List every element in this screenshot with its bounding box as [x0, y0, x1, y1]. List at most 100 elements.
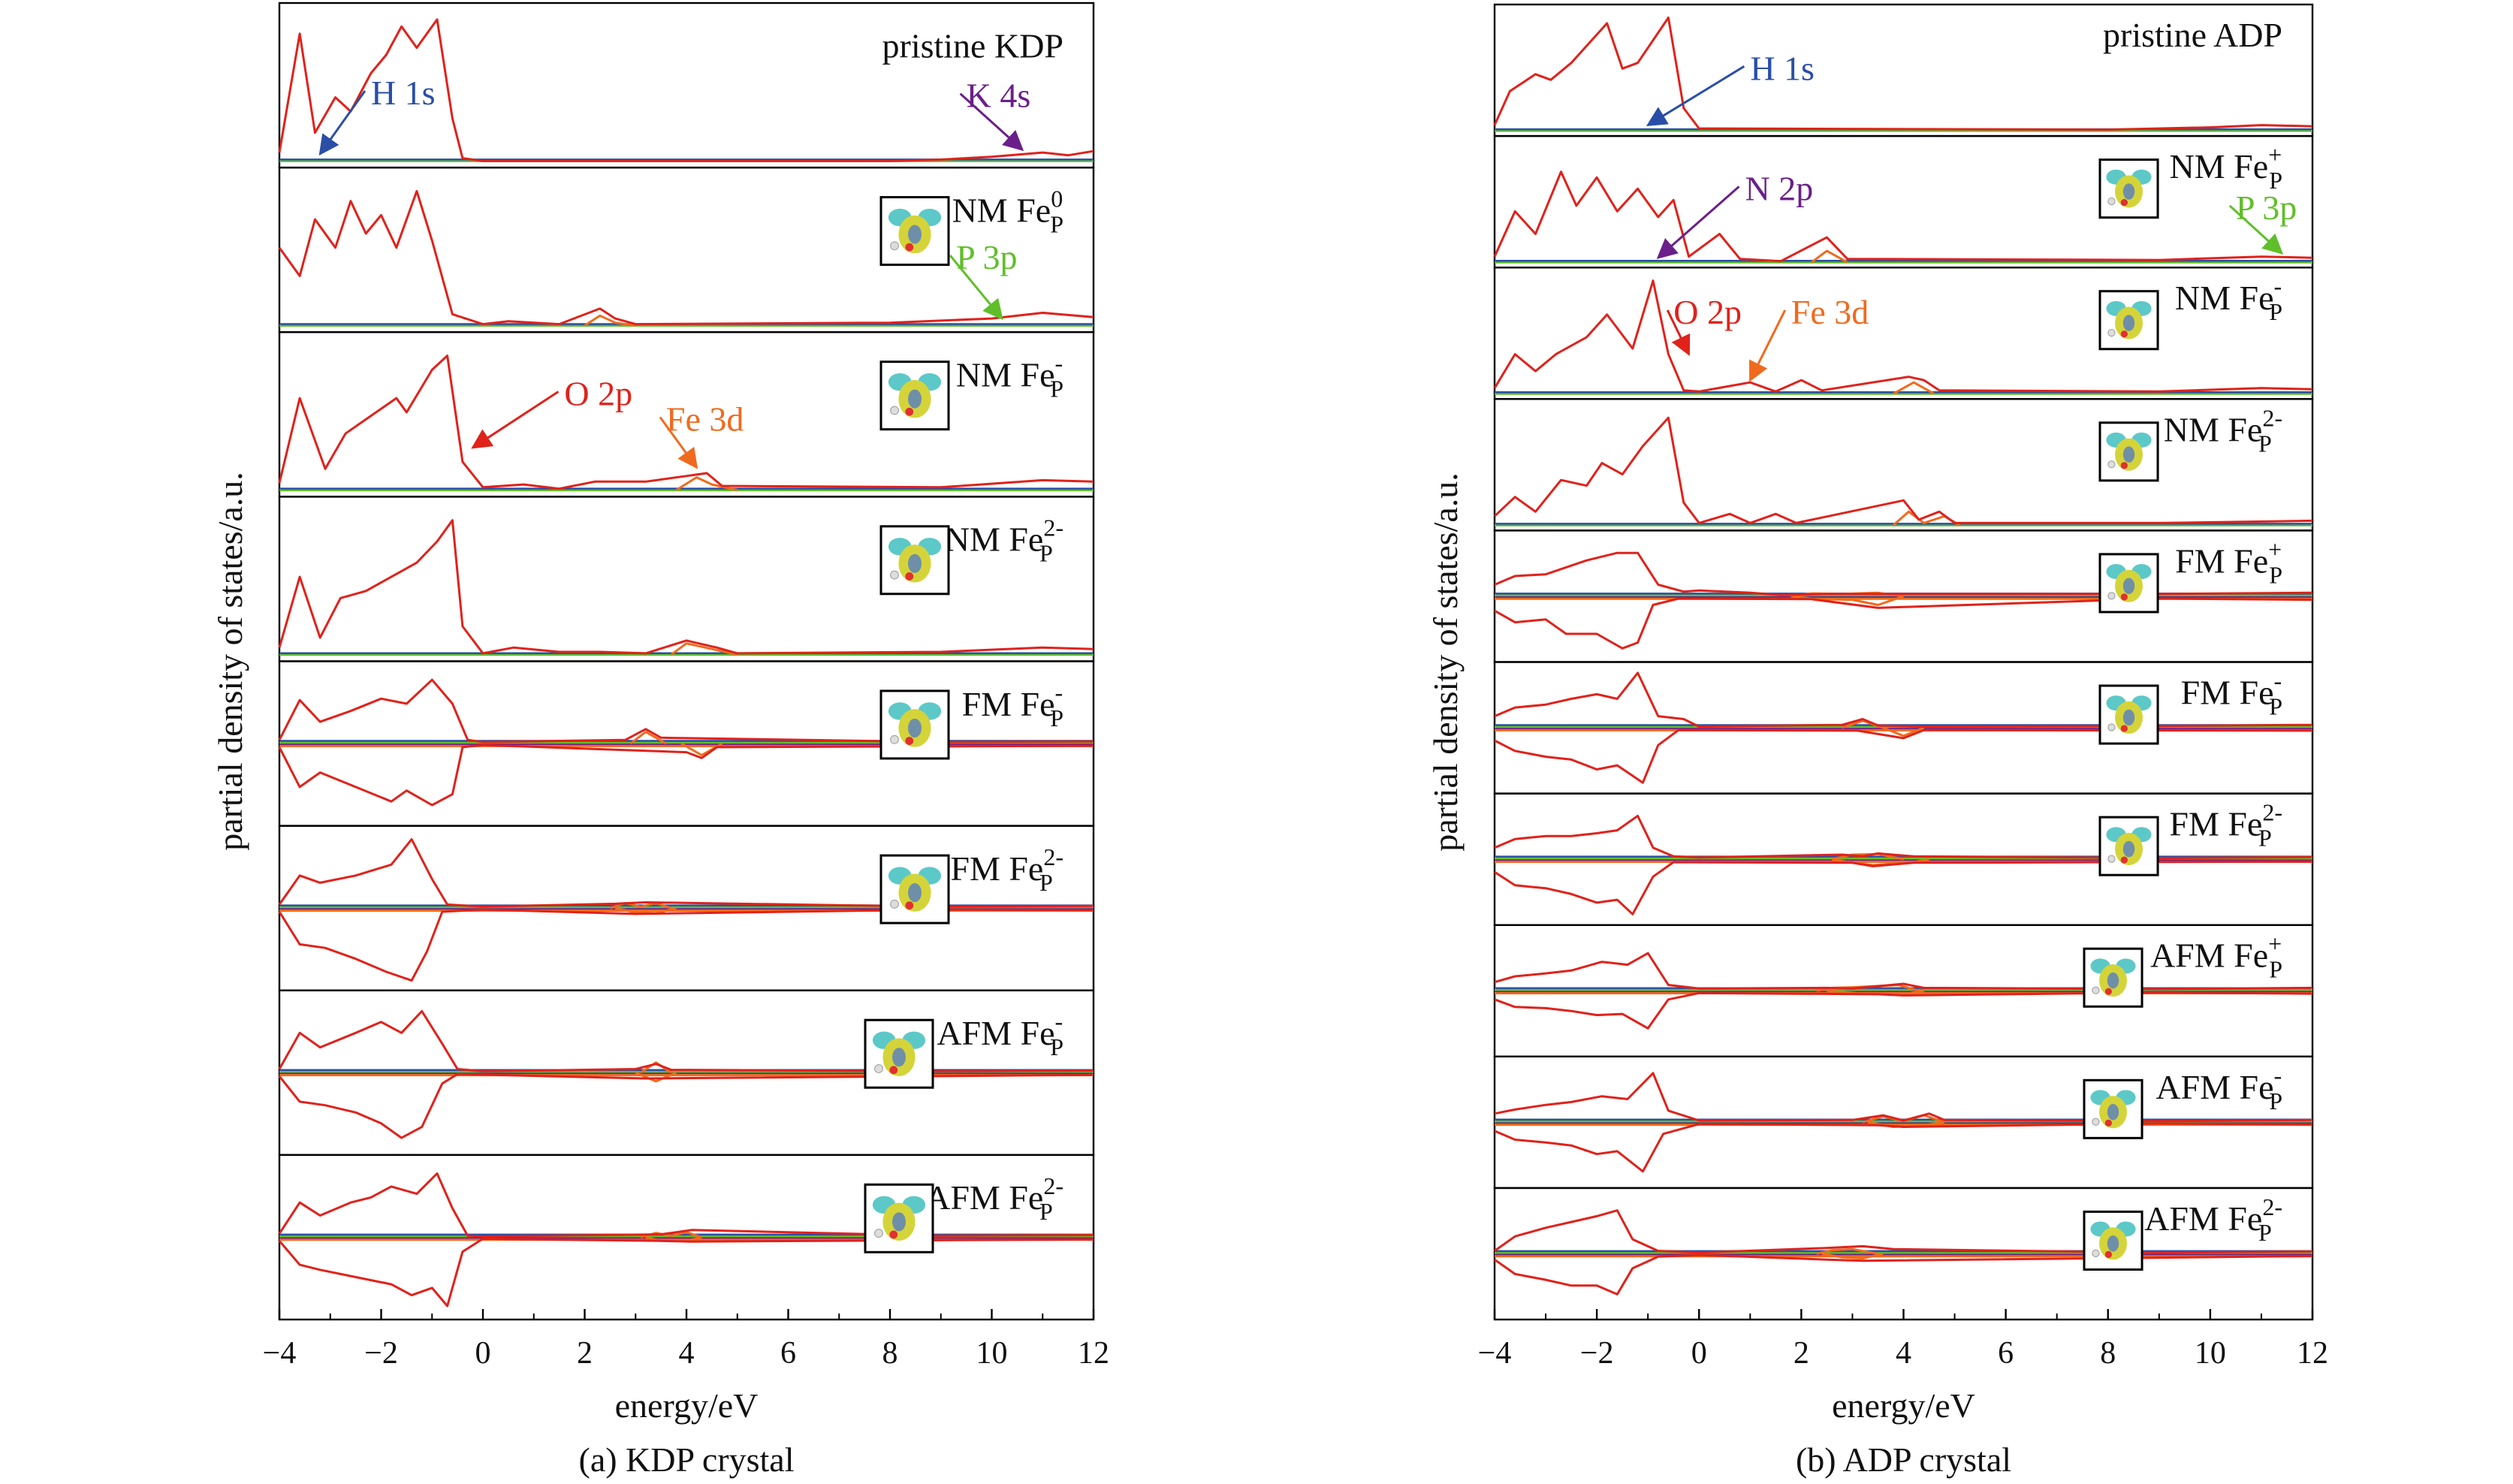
- panel: FM Fe+ P: [1493, 529, 2314, 663]
- panel-label: NM Fe2-P: [945, 514, 1063, 567]
- inset-atom: [2104, 1250, 2112, 1259]
- o2p-spin-up-line: [1494, 952, 2313, 991]
- annotation-arrow: [2228, 204, 2284, 255]
- label-main: pristine ADP: [2103, 16, 2282, 54]
- x-tick-label: 0: [1691, 1336, 1707, 1371]
- inset-atom: [874, 1229, 883, 1238]
- fe3d-spin-up-line: [1811, 249, 1848, 264]
- fe3d-spin-up-line: [640, 1061, 672, 1074]
- panel-label: NM Fe2-P: [2164, 404, 2282, 457]
- inset-atom: [2107, 329, 2116, 337]
- x-tick-label: 6: [1998, 1336, 2014, 1371]
- label-main: AFM Fe: [2150, 937, 2268, 975]
- panel: AFM Fe2-P: [1493, 1187, 2314, 1321]
- label-superscript: 2-: [2262, 1193, 2282, 1220]
- inset-atom: [905, 737, 914, 745]
- inset-center: [2122, 446, 2135, 463]
- label-superscript: 2-: [1043, 514, 1063, 541]
- inset-center: [892, 1212, 906, 1232]
- panel-label: pristine ADP: [2103, 16, 2282, 54]
- isosurface-inset: [2083, 1078, 2143, 1139]
- annotation-label: O 2p: [1673, 293, 1742, 331]
- x-tick-label: 2: [577, 1336, 593, 1371]
- inset-atom: [874, 1064, 883, 1073]
- label-subscript: P: [2258, 1219, 2272, 1246]
- panel: AFM Fe+ P: [1493, 924, 2314, 1057]
- o2p-spin-up-line: [1494, 551, 2313, 596]
- inset-center: [2107, 1103, 2119, 1121]
- panel-label: FM Fe2-P: [2169, 799, 2282, 852]
- inset-atom: [2120, 330, 2128, 338]
- inset-atom: [890, 241, 899, 251]
- panel: AFM Fe-P: [278, 989, 1095, 1157]
- panel: FM Fe-P: [1493, 661, 2314, 795]
- annotation-label: P 3p: [956, 238, 1017, 276]
- panel: FM Fe2-P: [1493, 792, 2314, 926]
- label-superscript: -: [2274, 1062, 2282, 1089]
- label-superscript: -: [2274, 668, 2282, 695]
- inset-atom: [2107, 855, 2116, 863]
- panel: AFM Fe-P: [1493, 1055, 2314, 1190]
- label-main: pristine KDP: [882, 26, 1064, 65]
- annotation-arrow: [1646, 65, 1745, 126]
- o2p-spin-down-line: [278, 908, 1094, 982]
- panel-label: pristine KDP: [882, 26, 1064, 65]
- inset-center: [2122, 709, 2135, 726]
- o2p-spin-down-line: [278, 1072, 1094, 1139]
- panel-label: FM Fe+ P: [2175, 535, 2282, 588]
- label-superscript: +: [2268, 535, 2282, 563]
- panel-label: AFM Fe-P: [937, 1008, 1063, 1060]
- inset-center: [2122, 578, 2135, 595]
- inset-center: [908, 882, 922, 903]
- o2p-spin-up-line: [1493, 17, 2313, 131]
- panel: NM Fe0 PP 3p: [278, 166, 1095, 333]
- o2p-spin-up-line: [1494, 1209, 2313, 1254]
- panel-label: AFM Fe+ P: [2150, 931, 2282, 983]
- label-subscript: P: [2258, 430, 2272, 457]
- label-subscript: P: [1050, 210, 1063, 237]
- inset-atom: [2107, 592, 2116, 600]
- isosurface-inset: [2083, 947, 2143, 1008]
- inset-atom: [2120, 462, 2128, 469]
- annotation-arrow: [318, 90, 367, 156]
- fe3d-spin-up-line: [609, 901, 672, 909]
- inset-frame: [879, 360, 950, 431]
- fe3d-spin-down-line: [1882, 726, 1925, 737]
- inset-center: [908, 718, 922, 738]
- annotation-arrow: [959, 92, 1024, 152]
- o2p-spin-up-line: [1494, 1072, 2313, 1123]
- inset-center: [2107, 972, 2119, 989]
- label-superscript: 2-: [2262, 404, 2282, 431]
- inset-atom: [905, 407, 914, 416]
- fe3d-spin-up-line: [584, 314, 636, 327]
- label-main: FM Fe: [962, 685, 1055, 723]
- label-superscript: -: [1055, 1008, 1063, 1035]
- label-superscript: 2-: [2262, 799, 2282, 826]
- label-subscript: P: [2269, 561, 2282, 588]
- label-subscript: P: [2258, 825, 2272, 852]
- o2p-spin-up-line: [278, 838, 1094, 908]
- label-main: AFM Fe: [937, 1014, 1054, 1052]
- x-tick-label: 10: [2195, 1336, 2226, 1371]
- panel-label: AFM Fe2-P: [2144, 1193, 2282, 1246]
- inset-center: [892, 1048, 906, 1067]
- annotation-arrow: [471, 391, 560, 449]
- x-tick-label: 10: [976, 1336, 1008, 1371]
- isosurface-inset: [879, 525, 950, 596]
- x-axis-label: energy/eV: [615, 1386, 759, 1425]
- o2p-spin-down-line: [1494, 728, 2313, 784]
- inset-center: [2122, 315, 2135, 331]
- inset-atom: [2120, 725, 2128, 732]
- inset-frame: [2083, 1078, 2143, 1139]
- panel: NM Fe2-P: [278, 496, 1095, 662]
- inset-center: [908, 389, 922, 409]
- panel: FM Fe2-P: [278, 825, 1095, 991]
- x-tick-label: −2: [364, 1336, 398, 1371]
- label-main: FM Fe: [2175, 541, 2268, 580]
- label-main: AFM Fe: [2156, 1068, 2273, 1106]
- x-tick-label: 0: [475, 1336, 491, 1371]
- inset-center: [2107, 1235, 2119, 1252]
- label-main: NM Fe: [2164, 410, 2263, 448]
